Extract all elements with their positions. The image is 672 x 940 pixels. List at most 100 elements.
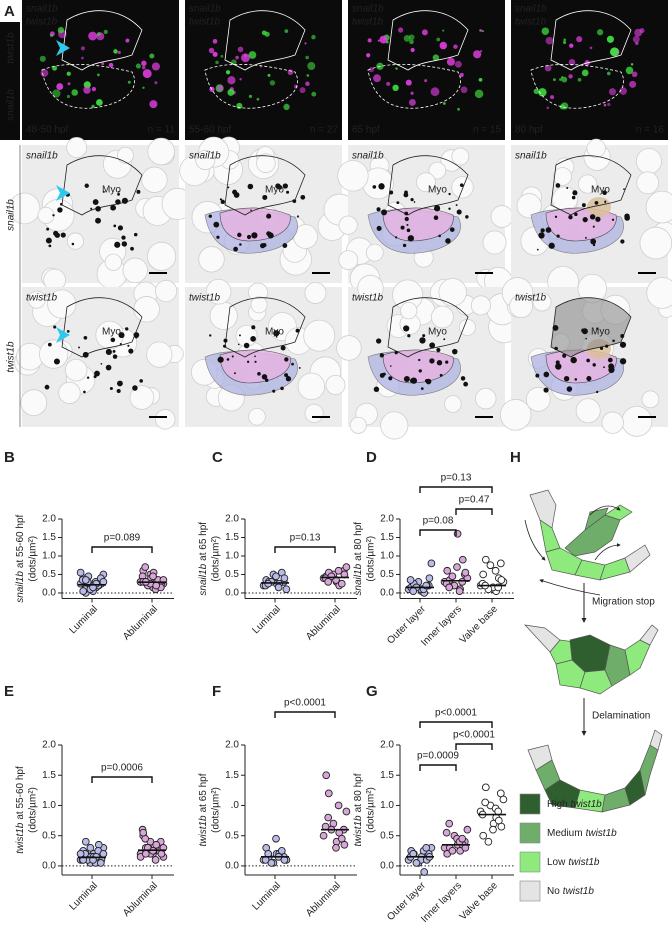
signal-dot bbox=[57, 26, 65, 34]
cell bbox=[141, 166, 168, 193]
y-axis-label: twist1b at 65 hpf bbox=[198, 773, 209, 846]
signal-dot bbox=[127, 80, 131, 84]
y-tick-label: 2.0 bbox=[380, 514, 394, 525]
signal-dot bbox=[71, 89, 79, 96]
signal-dot bbox=[555, 183, 561, 188]
signal-dot bbox=[287, 375, 290, 378]
y-axis-label: twist1b at 80 hpf bbox=[353, 773, 364, 846]
cell bbox=[365, 243, 384, 262]
row-label-bg bbox=[0, 22, 20, 140]
signal-dot bbox=[608, 366, 615, 374]
micrograph: Myo snail1b bbox=[8, 137, 194, 292]
n-label: n = 27 bbox=[310, 125, 339, 136]
y-tick-label: 0.5 bbox=[42, 830, 56, 841]
signal-dot bbox=[142, 69, 152, 79]
p-value: p=0.13 bbox=[290, 533, 321, 544]
signal-dot bbox=[135, 336, 138, 339]
row-label: snail1b bbox=[6, 89, 17, 121]
signal-dot bbox=[282, 183, 289, 189]
tissue-outline bbox=[550, 155, 632, 216]
signal-dot bbox=[379, 353, 385, 358]
signal-dot bbox=[386, 81, 391, 86]
data-point bbox=[99, 849, 108, 858]
signal-dot bbox=[215, 60, 219, 65]
cell bbox=[64, 358, 88, 382]
cell bbox=[154, 279, 178, 303]
y-axis-label-rest: at 65 hpf bbox=[198, 522, 209, 561]
signal-dot bbox=[409, 99, 416, 106]
signal-dot bbox=[284, 357, 289, 362]
signal-dot bbox=[217, 356, 224, 363]
cell bbox=[116, 146, 134, 164]
signal-dot bbox=[536, 248, 539, 251]
cell bbox=[444, 395, 462, 413]
y-axis-label: (dots/µm²) bbox=[211, 787, 222, 833]
data-point bbox=[324, 789, 333, 798]
y-tick-label: 0.5 bbox=[225, 569, 239, 580]
cell bbox=[586, 138, 606, 158]
cell bbox=[577, 174, 598, 194]
signal-dot bbox=[550, 95, 555, 100]
signal-dot bbox=[284, 373, 289, 378]
data-point bbox=[453, 529, 462, 538]
y-tick-label: 0.0 bbox=[225, 861, 239, 872]
signal-dot bbox=[236, 102, 243, 109]
data-point bbox=[422, 843, 431, 852]
signal-dot bbox=[105, 364, 112, 371]
signal-dot bbox=[117, 380, 123, 387]
signal-dot bbox=[554, 346, 558, 351]
legend-swatch bbox=[519, 880, 541, 902]
y-axis-label-gene: twist1b bbox=[353, 815, 364, 847]
signal-dot bbox=[110, 337, 116, 343]
cell bbox=[147, 241, 177, 271]
cell bbox=[58, 381, 81, 404]
cell bbox=[601, 411, 624, 434]
signal-dot bbox=[219, 198, 223, 201]
arrowhead bbox=[56, 40, 70, 56]
signal-dot bbox=[620, 334, 625, 338]
signal-dot bbox=[305, 55, 310, 60]
signal-dot bbox=[239, 78, 242, 81]
signal-dot bbox=[413, 201, 416, 203]
signal-dot bbox=[220, 54, 224, 58]
cell bbox=[325, 374, 346, 395]
signal-dot bbox=[433, 215, 439, 220]
cell bbox=[532, 292, 552, 312]
cell bbox=[430, 305, 454, 329]
signal-dot bbox=[88, 31, 98, 41]
signal-dot bbox=[419, 337, 426, 344]
micrograph: Myo snail1b bbox=[179, 136, 356, 283]
data-point bbox=[141, 563, 150, 571]
signal-dot bbox=[66, 94, 71, 99]
y-tick-label: 1.5 bbox=[225, 770, 239, 781]
tissue-outline bbox=[550, 10, 632, 71]
signal-dot bbox=[582, 217, 588, 223]
signal-dot bbox=[407, 235, 415, 242]
overlay-label: twist1b bbox=[352, 17, 384, 28]
significance-bracket bbox=[91, 776, 153, 783]
cell bbox=[400, 301, 418, 320]
y-axis-label-gene: snail1b bbox=[15, 571, 26, 603]
signal-dot bbox=[538, 88, 547, 97]
x-tick-label: Abluminal bbox=[304, 604, 343, 643]
overlay-label: snail1b bbox=[26, 4, 58, 15]
data-point bbox=[479, 570, 488, 579]
signal-dot bbox=[223, 344, 227, 348]
signal-dot bbox=[227, 88, 235, 96]
data-point bbox=[442, 828, 451, 837]
probe-label: twist1b bbox=[352, 293, 384, 304]
signal-dot bbox=[403, 34, 411, 42]
signal-dot bbox=[574, 378, 578, 381]
y-tick-label: 2.0 bbox=[225, 740, 239, 751]
p-value: p=0.08 bbox=[423, 516, 454, 527]
y-tick-label: 0.0 bbox=[42, 861, 56, 872]
signal-dot bbox=[299, 87, 306, 94]
signal-dot bbox=[293, 84, 298, 89]
signal-dot bbox=[113, 49, 118, 54]
signal-dot bbox=[449, 227, 455, 232]
signal-dot bbox=[445, 360, 449, 364]
signal-dot bbox=[116, 388, 121, 394]
signal-dot bbox=[78, 346, 80, 349]
